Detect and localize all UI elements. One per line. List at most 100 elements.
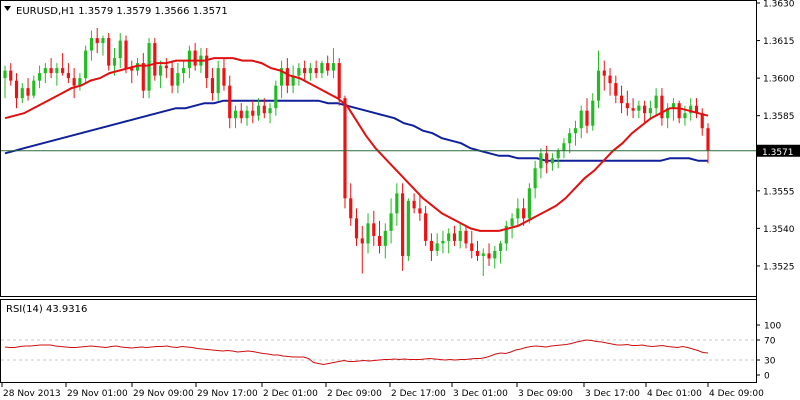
candle-body [147,43,151,91]
candle [406,198,410,261]
time-tick-label: 3 Dec 09:00 [518,389,573,399]
candle [458,223,462,249]
candle-body [481,253,485,256]
candle [20,83,24,104]
candle-body [343,98,347,199]
candle [78,73,82,91]
candle-body [470,243,474,251]
candle [487,243,491,266]
candle [556,148,560,169]
candle-body [562,143,566,151]
candle-body [631,108,635,111]
candle [147,38,151,99]
candle [354,208,359,246]
candle [700,108,704,136]
candle [164,58,168,79]
candle [401,183,405,271]
candle [522,198,526,226]
candle [182,60,186,84]
candle-body [297,68,301,76]
candle [573,120,578,146]
candle [303,60,307,81]
candle [360,225,364,274]
candle-body [26,88,30,96]
rsi-panel-frame [0,299,757,383]
candle [527,183,531,224]
candle-body [545,153,549,164]
candle [441,230,445,254]
time-tick-label: 2 Dec 09:00 [327,389,382,399]
candle-body [360,238,364,244]
candle-body [285,68,289,86]
candle [141,53,145,99]
candle-body [401,193,405,256]
candle-body [550,158,555,164]
candle [14,73,19,109]
candle-body [591,100,595,126]
candle [366,213,370,254]
candle [66,63,70,84]
candle [43,63,47,84]
candle-body [55,68,59,74]
dropdown-arrow-icon[interactable] [4,6,11,11]
candle [124,35,128,74]
candle [452,225,457,246]
candle-body [556,150,560,159]
candle-body [452,233,457,241]
candle [481,248,485,276]
candle-body [182,68,186,74]
candle-body [700,113,704,129]
candle-body [487,253,491,259]
candle [666,103,670,129]
candle-body [158,65,163,76]
candle-body [280,68,284,86]
candle-body [539,153,543,169]
candle-body [141,63,145,91]
candle [118,33,122,69]
candle [158,60,163,89]
candle-body [619,95,624,104]
candle [637,100,641,119]
rsi-tick-label: 30 [764,357,776,367]
candle [245,105,249,126]
candle [498,240,503,264]
candle-body [625,103,629,109]
candle [205,48,209,89]
candle-body [112,58,117,66]
candle-body [251,110,255,116]
candle [187,45,191,79]
candle-body [608,75,612,84]
candle [418,195,422,221]
candle [568,128,572,154]
candle-body [153,43,157,76]
candle-body [504,225,508,244]
candle [349,183,353,226]
candle-body [694,105,699,114]
candle-body [596,70,601,101]
candle [475,240,480,261]
candle [619,85,624,114]
candle-body [579,110,583,129]
candle-body [424,213,428,241]
time-tick-label: 29 Nov 09:00 [133,389,194,399]
price-tick-label: 1.3630 [763,0,795,10]
candle [602,60,606,91]
candle [631,98,635,119]
candle-body [643,105,647,114]
candle-body [37,73,42,81]
candle-body [395,193,399,214]
candle [84,45,88,84]
candle [706,123,710,164]
candle-body [193,50,197,66]
candle-body [320,63,324,74]
time-tick-label: 4 Dec 01:00 [647,389,702,399]
candle [26,78,30,101]
candle [233,105,238,129]
time-tick-label: 4 Dec 09:00 [709,389,764,399]
candle-body [683,113,687,119]
candle-body [222,68,226,86]
candle [429,233,433,261]
candle [464,225,468,249]
candle-body [429,240,433,251]
